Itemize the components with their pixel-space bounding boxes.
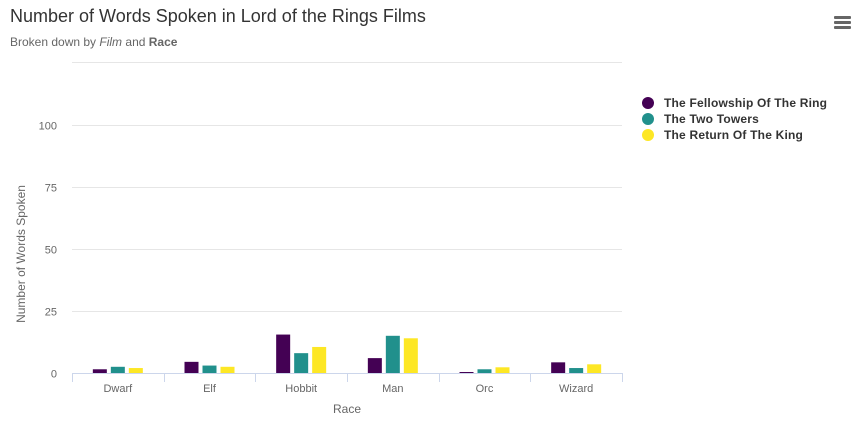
menu-bar-bottom — [834, 26, 851, 29]
y-axis-title: Number of Words Spoken — [14, 185, 28, 323]
x-tick-label: Hobbit — [285, 383, 317, 395]
legend-label: The Fellowship Of The Ring — [664, 96, 828, 110]
x-tick-label: Elf — [203, 383, 217, 395]
x-tick-label: Dwarf — [103, 383, 133, 395]
y-tick-label: 0 — [51, 369, 57, 381]
bar — [459, 372, 474, 373]
y-tick-label: 50 — [45, 245, 57, 257]
bar — [92, 369, 107, 373]
bar — [312, 346, 327, 373]
bar — [367, 358, 382, 373]
chart-title: Number of Words Spoken in Lord of the Ri… — [10, 6, 426, 26]
x-axis-title: Race — [333, 402, 361, 416]
legend-label: The Return Of The King — [664, 128, 804, 142]
y-tick-label: 75 — [45, 183, 57, 195]
subtitle-middle: and — [122, 35, 149, 49]
bar — [569, 368, 584, 373]
x-tick-label: Orc — [476, 383, 494, 395]
legend-item[interactable]: The Two Towers — [642, 111, 827, 127]
legend-swatch — [642, 97, 654, 109]
bar — [587, 364, 602, 373]
legend-item[interactable]: The Fellowship Of The Ring — [642, 95, 827, 111]
bar — [403, 338, 418, 373]
chart-subtitle: Broken down by Film and Race — [10, 35, 177, 49]
subtitle-race: Race — [148, 35, 178, 49]
bar — [128, 368, 143, 373]
bar — [385, 335, 400, 373]
menu-bar-middle — [834, 21, 851, 24]
bar — [477, 369, 492, 373]
y-tick-label: 25 — [45, 307, 57, 319]
chart-legend: The Fellowship Of The Ring The Two Towers… — [642, 95, 827, 143]
legend-swatch — [642, 113, 654, 125]
hamburger-menu-icon[interactable] — [832, 12, 854, 34]
bar — [220, 366, 235, 373]
bar — [551, 362, 566, 373]
x-tick-label: Man — [382, 383, 403, 395]
bar — [110, 366, 125, 373]
menu-bar-top — [834, 16, 851, 19]
legend-swatch — [642, 129, 654, 141]
y-tick-label: 100 — [39, 121, 57, 133]
x-tick-label: Wizard — [559, 383, 593, 395]
legend-label: The Two Towers — [664, 112, 760, 126]
subtitle-film: Film — [99, 35, 123, 49]
bar — [184, 361, 199, 373]
bar — [202, 365, 217, 373]
bar — [276, 334, 291, 373]
bar — [294, 353, 309, 373]
bar — [495, 367, 510, 373]
subtitle-prefix: Broken down by — [10, 35, 100, 49]
legend-item[interactable]: The Return Of The King — [642, 127, 827, 143]
